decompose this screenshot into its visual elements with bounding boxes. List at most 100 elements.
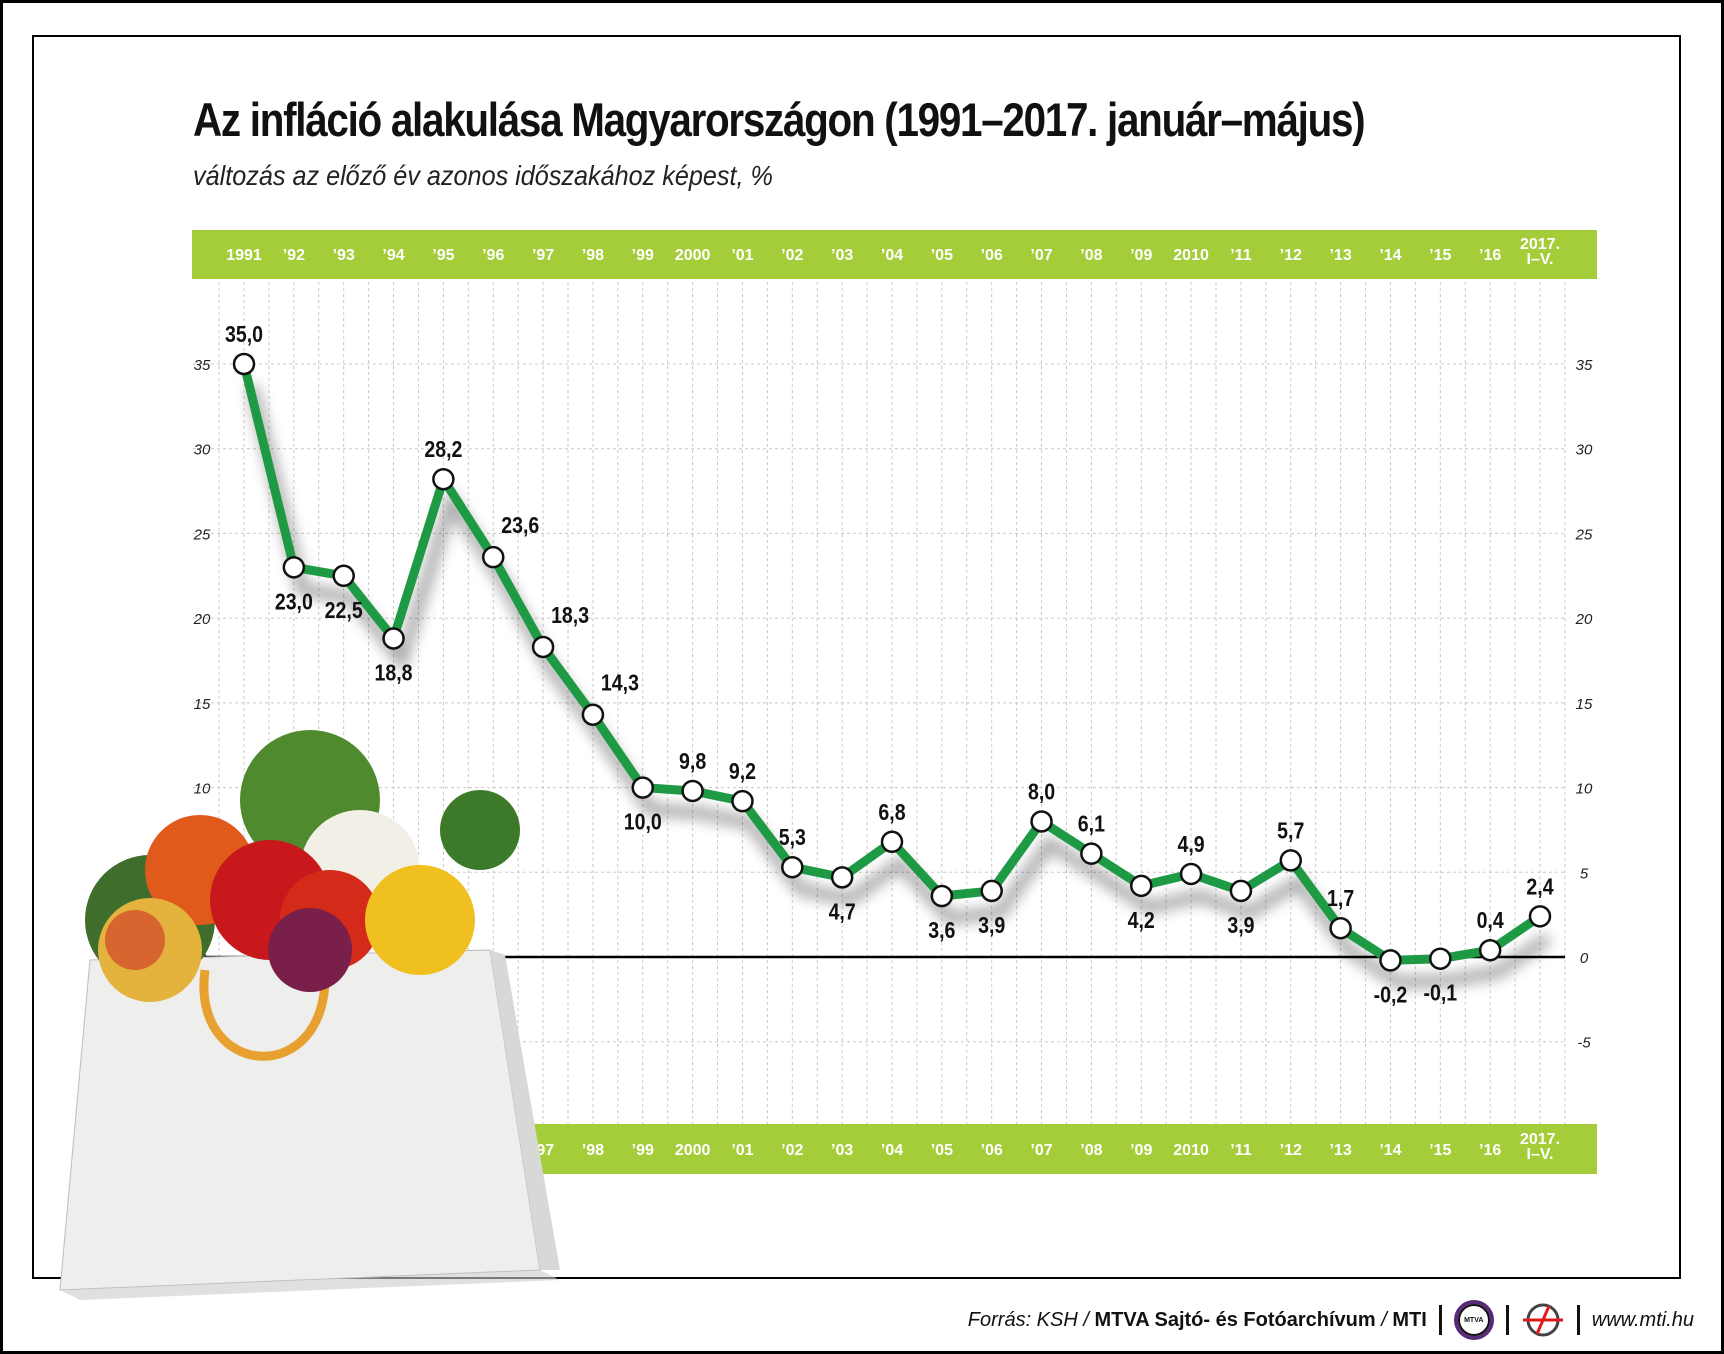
data-label: 4,2 [1128,907,1155,933]
y-tick-label-left: 25 [193,526,211,543]
data-point [1478,938,1502,962]
y-tick-label-right: 0 [1580,950,1589,967]
data-point [1229,879,1253,903]
data-label: 28,2 [424,437,462,463]
year-label-bottom: 2017. I–V. [1520,1131,1560,1163]
mtva-logo-icon: MTVA [1453,1300,1494,1340]
year-label-top: ’98 [582,247,604,264]
data-point [1379,949,1402,972]
data-label: 9,2 [729,759,756,785]
y-tick-label-left: 15 [194,696,211,713]
y-tick-label-right: 15 [1576,696,1593,713]
website-link[interactable]: www.mti.hu [1591,1308,1694,1331]
data-label: 3,6 [928,918,955,944]
year-label-bottom: ’11 [1230,1142,1251,1159]
data-point [1179,862,1203,886]
data-point [481,545,505,569]
year-label-top: ’09 [1130,247,1152,264]
data-point [432,467,455,491]
year-label-top: 2000 [675,247,711,264]
data-label: 3,9 [978,912,1005,938]
year-label-top: ’02 [781,247,803,264]
data-label: 8,0 [1028,779,1055,805]
year-band-bottom [517,1124,1597,1174]
year-label-top: ’96 [482,247,504,264]
year-label-bottom: ’03 [831,1142,853,1159]
year-label-top: ’08 [1080,247,1102,264]
data-point [1080,842,1103,865]
year-label-top: ’99 [632,247,654,264]
data-point [1528,905,1552,928]
y-tick-label-left: 10 [194,781,211,798]
divider [1438,1305,1442,1335]
year-label-bottom: 2010 [1173,1142,1209,1159]
inner-frame [32,35,1681,1279]
source-agency: MTVA Sajtó- és Fotóarchívum [1094,1308,1376,1331]
year-label-bottom: ’14 [1379,1142,1401,1159]
data-label: 3,9 [1227,912,1254,938]
data-label: 5,7 [1277,818,1304,844]
y-tick-label-right: 35 [1576,357,1593,374]
year-label-top: ’06 [981,247,1003,264]
divider [1505,1305,1509,1335]
data-label: 9,8 [679,748,706,774]
year-label-bottom: ’01 [731,1142,753,1159]
year-label-top: ’15 [1429,247,1451,264]
data-point [731,789,754,813]
data-point [880,830,904,854]
year-label-bottom: ’04 [881,1142,903,1159]
year-label-bottom: ’02 [781,1142,803,1159]
y-tick-label-right: 5 [1580,865,1589,882]
data-label: 6,8 [878,799,905,825]
mti-logo-icon [1522,1303,1563,1337]
year-label-top: ’04 [881,247,903,264]
year-label-bottom: ’05 [931,1142,953,1159]
data-point [332,564,355,588]
data-point [980,879,1003,903]
year-label-top: ’12 [1280,247,1302,264]
year-label-top: 1991 [226,247,262,264]
data-point [1030,810,1053,833]
year-label-bottom: ’12 [1280,1142,1302,1159]
data-point [930,884,954,908]
data-label: 5,3 [779,825,806,851]
year-label-bottom: ’07 [1030,1142,1052,1159]
y-tick-label-right: 25 [1575,526,1593,543]
data-label: 23,6 [501,513,539,539]
year-label-top: ’07 [1030,247,1052,264]
data-label: 14,3 [601,670,639,696]
year-label-bottom: ’98 [582,1142,604,1159]
year-label-top: ’13 [1329,247,1351,264]
data-point [232,352,256,376]
data-label: 2,4 [1526,874,1553,900]
year-label-top: ’93 [333,247,355,264]
y-tick-label-left: 20 [193,611,211,628]
data-point [781,855,804,879]
y-tick-label-right: -5 [1577,1035,1591,1052]
year-label-top: ’94 [382,247,404,264]
y-tick-label-right: 10 [1576,781,1593,798]
y-tick-label-left: 30 [194,442,211,459]
year-label-top: ’05 [931,247,953,264]
year-band-top [192,230,1597,279]
data-label: 1,7 [1327,886,1354,912]
year-label-bottom: ’13 [1329,1142,1351,1159]
year-label-bottom: ’16 [1479,1142,1501,1159]
data-label: 35,0 [225,322,263,348]
data-label: 18,8 [375,660,413,686]
year-label-top: ’14 [1379,247,1401,264]
source-credit: Forrás: KSH / MTVA Sajtó- és Fotóarchívu… [968,1309,1427,1332]
shopping-bag-illustration [59,730,560,1300]
year-label-top: ’95 [432,247,454,264]
y-tick-label-left: 35 [194,357,211,374]
data-point [631,776,655,799]
year-label-top: 2010 [1173,247,1209,264]
data-point [581,703,605,726]
year-label-bottom: ’06 [981,1142,1003,1159]
chart-title: Az infláció alakulása Magyarországon (19… [193,93,1366,146]
year-label-top: ’11 [1230,247,1251,264]
chart-subtitle: változás az előző év azonos időszakához … [193,160,773,191]
footer: Forrás: KSH / MTVA Sajtó- és Fotóarchívu… [968,1300,1694,1340]
data-label: 23,0 [275,589,313,615]
data-label: 0,4 [1477,908,1504,934]
